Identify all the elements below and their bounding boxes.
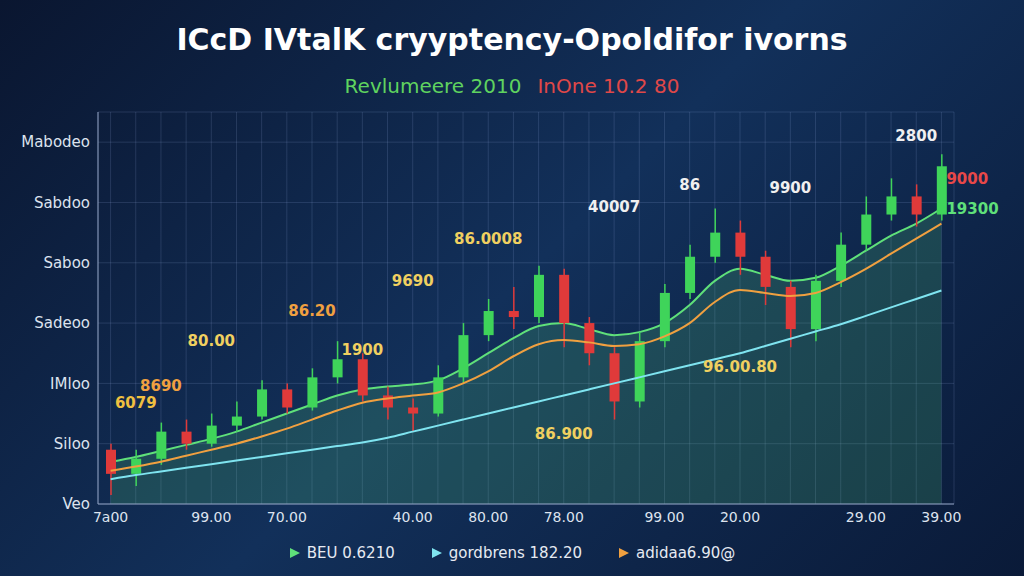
svg-text:Sabdoo: Sabdoo	[34, 194, 90, 212]
svg-text:80.00: 80.00	[468, 509, 508, 525]
svg-text:80.00: 80.00	[188, 332, 235, 350]
svg-text:6079: 6079	[115, 394, 157, 412]
svg-text:78.00: 78.00	[544, 509, 584, 525]
svg-text:86: 86	[679, 176, 700, 194]
svg-text:96.00.80: 96.00.80	[703, 358, 777, 376]
svg-text:Mabodeo: Mabodeo	[21, 133, 90, 151]
html-text:BEU 0.6210: BEU 0.6210	[306, 544, 395, 562]
svg-text:29.00: 29.00	[846, 509, 886, 525]
svg-text:Saboo: Saboo	[43, 254, 90, 272]
html-text:InOne 10.2 80: InOne 10.2 80	[537, 74, 680, 98]
svg-text:9690: 9690	[392, 272, 434, 290]
html-text:ICcD IVtalK cryyptency-Opoldif: ICcD IVtalK cryyptency-Opoldifor ivorns	[176, 22, 848, 57]
svg-text:9000: 9000	[946, 170, 988, 188]
html-text:Revlumeere 2010: Revlumeere 2010	[344, 74, 522, 98]
svg-text:99.00: 99.00	[644, 509, 684, 525]
svg-text:70.00: 70.00	[267, 509, 307, 525]
svg-text:7a00: 7a00	[93, 509, 128, 525]
svg-text:IMloo: IMloo	[50, 375, 90, 393]
svg-text:2800: 2800	[895, 127, 937, 145]
svg-text:39.00: 39.00	[921, 509, 961, 525]
svg-text:20.00: 20.00	[720, 509, 760, 525]
svg-text:1900: 1900	[341, 341, 383, 359]
svg-text:9900: 9900	[769, 179, 811, 197]
svg-text:Siloo: Siloo	[54, 435, 90, 453]
svg-text:Veo: Veo	[62, 495, 90, 513]
html-text:gordbrens 182.20: gordbrens 182.20	[448, 544, 583, 562]
svg-text:8690: 8690	[140, 377, 182, 395]
svg-text:86.900: 86.900	[535, 425, 593, 443]
svg-text:86.20: 86.20	[288, 302, 335, 320]
svg-text:40007: 40007	[588, 198, 640, 216]
svg-text:40.00: 40.00	[393, 509, 433, 525]
svg-text:86.0008: 86.0008	[454, 230, 522, 248]
html-text:adidaa6.90@: adidaa6.90@	[636, 544, 736, 562]
svg-text:99.00: 99.00	[191, 509, 231, 525]
svg-text:19300: 19300	[946, 200, 998, 218]
svg-text:Sadeoo: Sadeoo	[34, 314, 90, 332]
